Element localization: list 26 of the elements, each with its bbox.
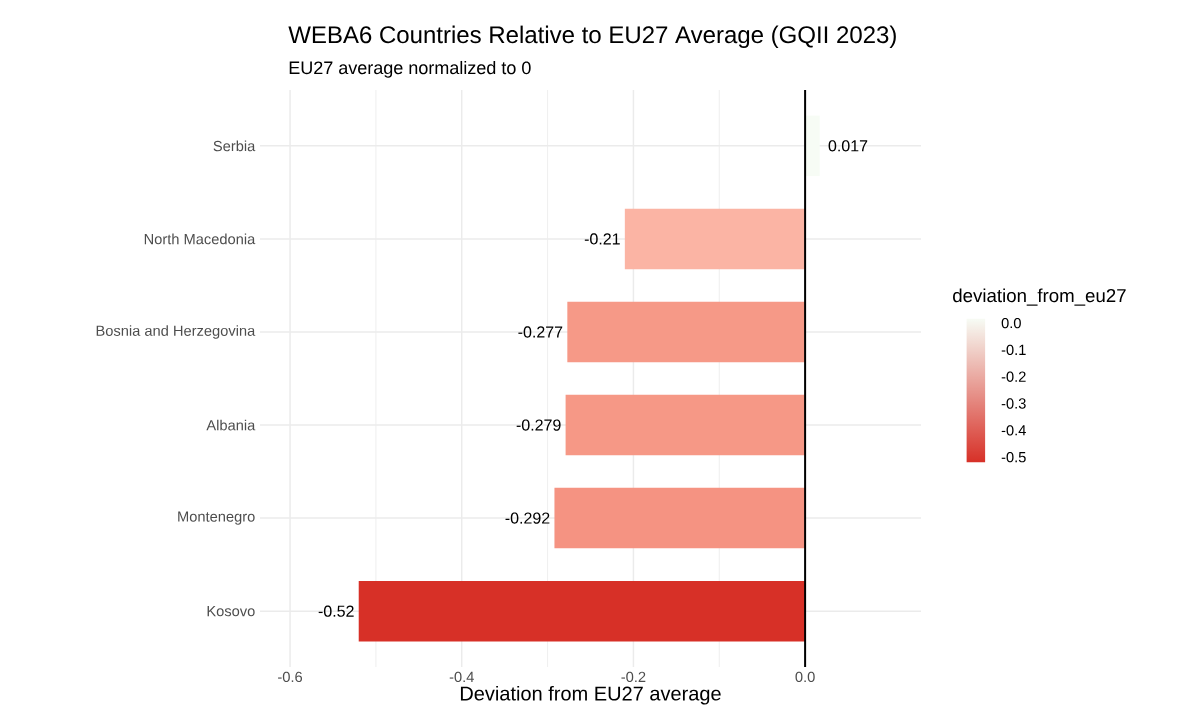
chart-subtitle: EU27 average normalized to 0 (289, 60, 531, 78)
y-tick-label: North Macedonia (144, 233, 256, 245)
color-bar-label: -0.4 (1001, 425, 1026, 436)
data-label: -0.277 (518, 326, 563, 338)
y-tick-label: Kosovo (207, 606, 255, 617)
x-tick-label: -0.6 (278, 671, 303, 683)
data-label: -0.52 (318, 605, 354, 617)
y-tick-label: Albania (206, 419, 256, 431)
y-tick-label: Montenegro (178, 511, 255, 525)
color-bar-label: -0.1 (1001, 344, 1026, 356)
color-bar-title: deviation_from_eu27 (953, 288, 1126, 306)
color-bar-label: -0.2 (1001, 371, 1026, 382)
y-tick-label: Bosnia and Herzegovina (96, 325, 256, 339)
x-axis-title: Deviation from EU27 average (460, 685, 721, 705)
color-bar-label: 0.0 (1001, 317, 1021, 329)
data-label: -0.279 (516, 419, 561, 431)
color-bar-label: -0.3 (1001, 398, 1026, 409)
x-tick-label: -0.4 (449, 671, 474, 683)
color-bar-label: -0.5 (1001, 451, 1026, 463)
chart-title: WEBA6 Countries Relative to EU27 Average (GQII 2023) (288, 25, 896, 48)
x-tick-label: 0.0 (795, 671, 815, 683)
data-label: -0.21 (584, 233, 620, 245)
data-label: -0.292 (505, 512, 550, 524)
data-label: 0.017 (828, 140, 868, 152)
y-tick-label: Serbia (213, 140, 256, 152)
x-tick-label: -0.2 (621, 671, 646, 683)
